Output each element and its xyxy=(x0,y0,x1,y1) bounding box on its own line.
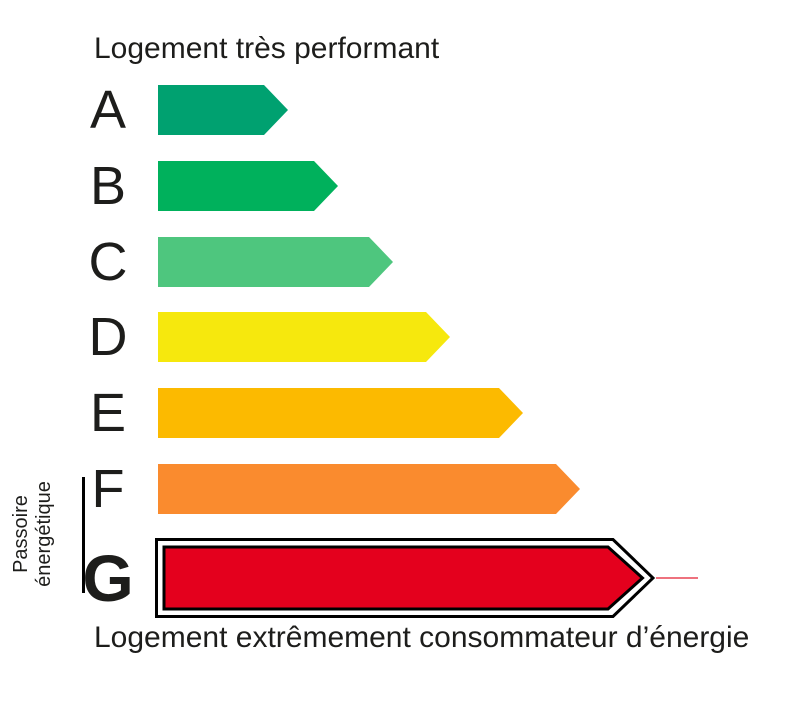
bottom-label: Logement extrêmement consommateur d’éner… xyxy=(94,621,750,654)
class-arrow-d xyxy=(158,312,450,362)
class-letter-a: A xyxy=(89,80,127,140)
class-arrow-f xyxy=(158,464,580,514)
rating-indicator-line xyxy=(656,577,698,579)
class-arrow-e xyxy=(158,388,523,438)
energy-class-row-e: E xyxy=(0,383,794,443)
class-arrow-c xyxy=(158,237,393,287)
top-label: Logement très performant xyxy=(94,32,440,65)
class-arrow-a xyxy=(158,85,288,135)
energy-class-row-f: F xyxy=(0,459,794,519)
passoire-label-line1: Passoire xyxy=(10,495,32,573)
class-letter-c: C xyxy=(88,232,128,292)
energy-class-row-b: B xyxy=(0,156,794,216)
energy-class-row-d: D xyxy=(0,307,794,367)
energy-class-row-c: C xyxy=(0,232,794,292)
passoire-energetique-label: Passoire énergétique xyxy=(10,464,58,604)
energy-class-row-g-selected: G xyxy=(0,538,794,618)
class-letter-e: E xyxy=(89,383,127,443)
selected-class-arrow-g xyxy=(155,538,655,618)
class-letter-b: B xyxy=(89,156,127,216)
class-arrow-b xyxy=(158,161,338,211)
class-letter-d: D xyxy=(88,307,128,367)
passoire-bracket-line xyxy=(82,477,85,593)
selected-arrow-fill xyxy=(162,545,645,611)
energy-class-row-a: A xyxy=(0,80,794,140)
passoire-label-line2: énergétique xyxy=(33,481,55,587)
class-letter-f: F xyxy=(91,459,125,519)
class-letter-g: G xyxy=(82,541,134,615)
